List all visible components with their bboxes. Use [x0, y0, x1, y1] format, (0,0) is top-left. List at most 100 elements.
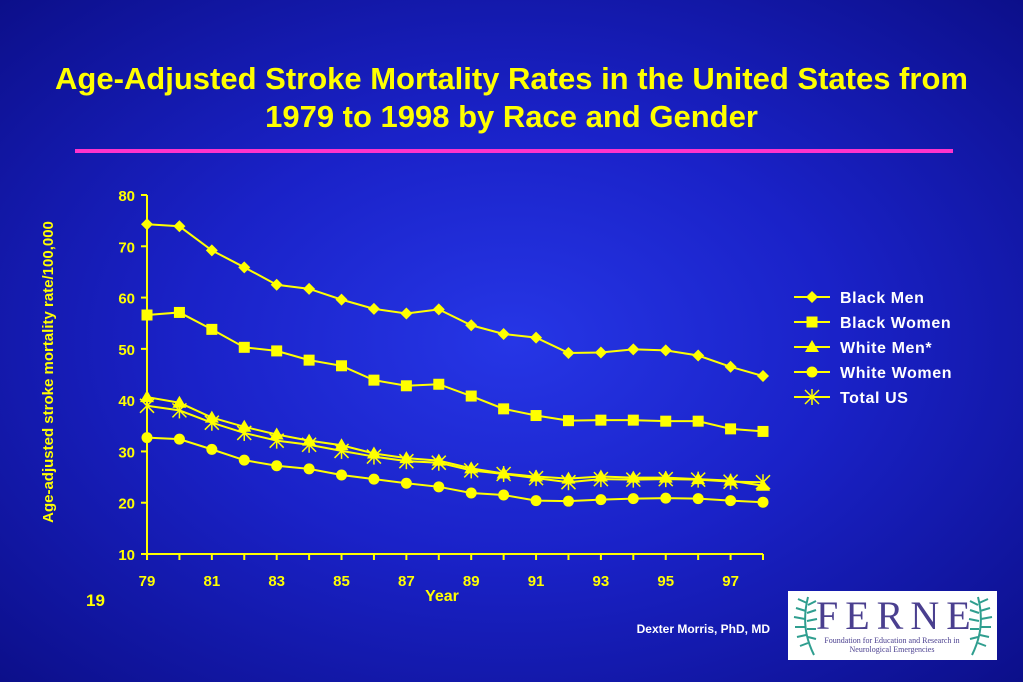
- data-point-white-women: [206, 443, 218, 455]
- legend-label: Total US: [840, 390, 909, 407]
- legend-marker: [806, 316, 818, 328]
- data-point-total-us: [269, 432, 285, 449]
- data-point-total-us: [139, 397, 155, 414]
- data-point-black-men: [205, 244, 218, 257]
- series-white-women: [141, 432, 769, 508]
- data-point-black-women: [173, 306, 185, 318]
- legend-item-white-men: White Men*: [794, 340, 932, 357]
- data-point-black-men: [692, 349, 705, 362]
- data-point-black-women: [271, 345, 283, 357]
- data-point-white-women: [173, 433, 185, 445]
- data-point-black-men: [432, 303, 445, 316]
- chart-series: [139, 218, 771, 508]
- data-point-total-us: [204, 414, 220, 431]
- series-total-us: [139, 397, 771, 491]
- data-point-black-women: [660, 415, 672, 427]
- fern-leaf-icon: [968, 596, 993, 656]
- data-point-black-women: [141, 309, 153, 321]
- data-point-white-women: [303, 463, 315, 475]
- data-point-total-us: [463, 462, 479, 479]
- legend-label: Black Men: [840, 290, 925, 307]
- data-point-black-women: [400, 380, 412, 392]
- data-point-black-men: [173, 220, 186, 233]
- data-point-black-women: [206, 323, 218, 335]
- data-point-white-women: [660, 492, 672, 504]
- series-line-white-men: [146, 396, 764, 487]
- legend-item-white-women: White Women: [794, 365, 952, 382]
- data-point-white-women: [725, 495, 737, 507]
- data-point-total-us: [723, 473, 739, 490]
- data-point-black-men: [724, 360, 737, 373]
- data-point-total-us: [301, 436, 317, 453]
- logo-wordmark: FERNE: [816, 593, 978, 638]
- data-point-black-women: [562, 415, 574, 427]
- ferne-logo: FERNE Foundation for Education and Resea…: [788, 591, 997, 660]
- series-black-men: [141, 218, 769, 383]
- x-tick-label: 79: [139, 573, 156, 590]
- data-point-white-men: [172, 395, 187, 408]
- legend-marker: [806, 366, 818, 378]
- data-point-white-women: [627, 493, 639, 505]
- data-point-total-us: [528, 470, 544, 487]
- data-point-white-women: [368, 473, 380, 485]
- x-tick-label: 95: [657, 573, 674, 590]
- data-point-black-women: [595, 414, 607, 426]
- data-point-black-women: [368, 374, 380, 386]
- data-point-total-us: [366, 448, 382, 465]
- data-point-total-us: [333, 442, 350, 459]
- x-tick-label: 87: [398, 573, 415, 590]
- data-point-black-women: [627, 414, 639, 426]
- presenter-credit: Dexter Morris, PhD, MD: [636, 622, 770, 636]
- data-point-total-us: [593, 471, 609, 488]
- series-line-total-us: [146, 404, 764, 484]
- logo-subtitle: Foundation for Education and Research in…: [824, 636, 960, 654]
- data-point-white-men: [140, 390, 154, 403]
- legend-item-total-us: Total US: [794, 389, 909, 407]
- data-point-black-men: [627, 343, 640, 356]
- y-tick-label: 60: [118, 291, 135, 308]
- data-point-black-men: [757, 370, 769, 383]
- y-tick-label: 10: [118, 547, 135, 564]
- x-axis-title: Year: [425, 588, 459, 605]
- data-point-black-men: [303, 282, 316, 295]
- data-point-black-women: [725, 423, 737, 435]
- data-point-black-men: [594, 346, 607, 359]
- data-point-total-us: [171, 402, 187, 419]
- y-tick-label: 70: [118, 239, 135, 256]
- data-point-total-us: [690, 471, 706, 488]
- legend-item-black-men: Black Men: [794, 290, 925, 307]
- data-point-black-women: [692, 415, 704, 427]
- data-point-black-women: [303, 354, 315, 366]
- data-point-black-women: [336, 360, 348, 372]
- series-white-men: [140, 390, 770, 491]
- title-divider: [75, 149, 953, 153]
- data-point-black-women: [433, 378, 445, 390]
- data-point-black-men: [367, 302, 380, 315]
- data-point-black-men: [497, 327, 510, 340]
- chart-legend: Black Men Black Women White Men* White Wome…: [794, 290, 952, 407]
- legend-label: White Women: [840, 365, 952, 382]
- data-point-white-women: [433, 481, 445, 493]
- data-point-white-women: [562, 495, 574, 507]
- data-point-black-men: [659, 344, 672, 357]
- x-tick-label: 89: [463, 573, 480, 590]
- x-tick-label: 93: [593, 573, 610, 590]
- slide-title: Age-Adjusted Stroke Mortality Rates in t…: [55, 61, 968, 134]
- data-point-black-men: [465, 319, 478, 332]
- x-tick-label: 85: [333, 573, 350, 590]
- y-tick-label: 20: [118, 496, 135, 513]
- legend-marker: [805, 340, 819, 352]
- data-point-white-women: [757, 496, 769, 508]
- y-tick-label: 30: [118, 444, 135, 461]
- data-point-white-women: [400, 477, 412, 489]
- data-point-total-us: [658, 471, 674, 488]
- data-point-total-us: [496, 465, 512, 482]
- y-tick-label: 40: [118, 393, 135, 410]
- data-point-total-us: [431, 454, 447, 471]
- data-point-white-women: [238, 454, 250, 466]
- x-tick-label: 81: [203, 573, 220, 590]
- data-point-total-us: [236, 424, 252, 441]
- data-point-total-us: [398, 453, 414, 470]
- data-point-white-women: [530, 495, 542, 507]
